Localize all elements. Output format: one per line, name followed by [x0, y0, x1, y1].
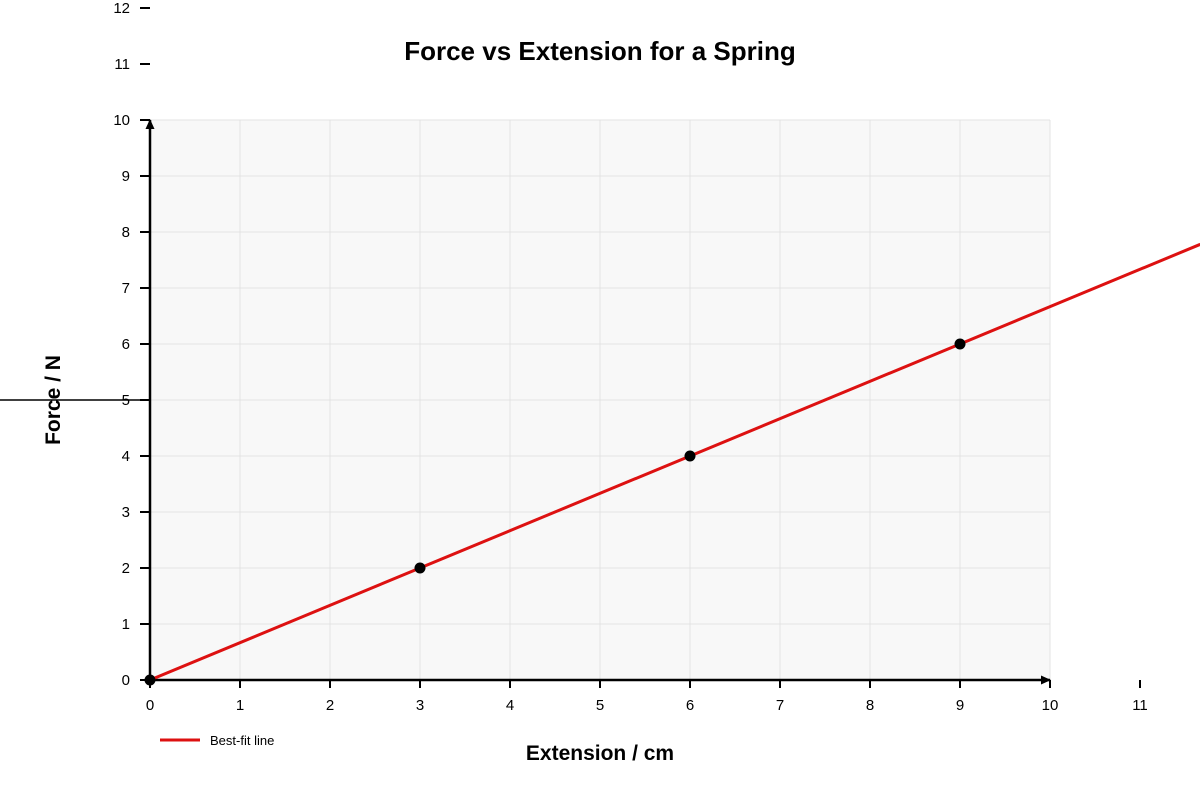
x-tick-label-1: 1: [236, 697, 244, 714]
y-axis-label: Force / N: [42, 355, 65, 445]
x-tick-label-2: 2: [326, 697, 334, 714]
y-tick-label-2: 2: [122, 560, 130, 577]
data-point-0: [144, 674, 156, 686]
x-tick-label-4: 4: [506, 697, 514, 714]
y-tick-label-12: 12: [113, 0, 130, 17]
y-tick-label-7: 7: [122, 280, 130, 297]
x-tick-label-0: 0: [146, 697, 154, 714]
chart-title: Force vs Extension for a Spring: [404, 36, 796, 66]
y-tick-label-1: 1: [122, 616, 130, 633]
legend-label-best-fit-line: Best-fit line: [210, 733, 274, 748]
y-tick-label-10: 10: [113, 112, 130, 129]
data-point-2: [684, 450, 696, 462]
series-line-best-fit: [149, 242, 1200, 682]
x-tick-label-9: 9: [956, 697, 964, 714]
y-tick-label-6: 6: [122, 336, 130, 353]
series: [144, 242, 1200, 686]
y-tick-label-11: 11: [114, 56, 130, 73]
y-tick-label-0: 0: [122, 672, 130, 689]
x-axis-label: Extension / cm: [526, 742, 674, 765]
data-point-3: [954, 338, 966, 350]
y-tick-label-4: 4: [122, 448, 130, 465]
x-tick-label-8: 8: [866, 697, 874, 714]
grid: [149, 119, 1051, 681]
x-axis-arrow: [1041, 675, 1051, 685]
legend: Best-fit line: [160, 733, 274, 748]
x-tick-label-10: 10: [1042, 697, 1059, 714]
y-tick-label-3: 3: [122, 504, 130, 521]
data-point-1: [414, 562, 426, 574]
y-tick-label-9: 9: [122, 168, 130, 185]
x-tick-label-11: 11: [1132, 697, 1148, 714]
x-tick-label-6: 6: [686, 697, 694, 714]
x-tick-label-3: 3: [416, 697, 424, 714]
x-tick-label-7: 7: [776, 697, 784, 714]
x-tick-label-5: 5: [596, 697, 604, 714]
y-tick-label-5: 5: [122, 392, 130, 409]
y-axis-arrow: [145, 119, 155, 129]
y-tick-label-8: 8: [122, 224, 130, 241]
